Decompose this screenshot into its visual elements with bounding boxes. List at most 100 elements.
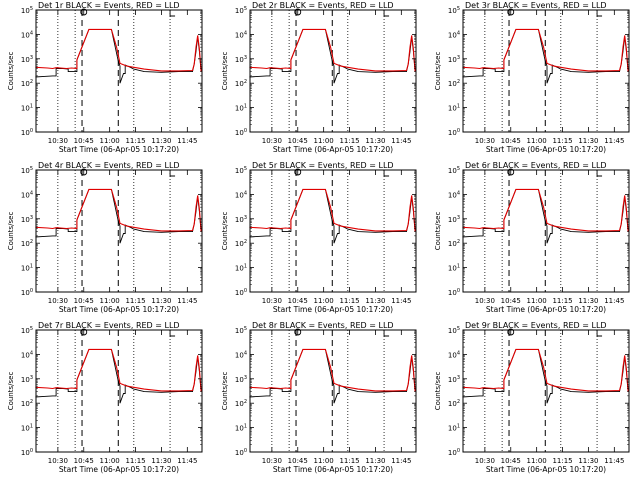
y-tick-label: 103 (448, 215, 460, 224)
x-tick-label: 11:30 (151, 297, 171, 305)
y-axis-label: Counts/sec (7, 212, 15, 251)
series-line-lld (35, 348, 202, 392)
x-tick-label: 10:30 (262, 137, 282, 145)
x-axis-label: Start Time (06-Apr-05 10:17:20) (273, 145, 393, 154)
y-tick-label: 101 (235, 104, 247, 113)
x-tick-label: 11:00 (527, 137, 547, 145)
y-tick-label: 101 (448, 264, 460, 273)
y-tick-label: 105 (448, 326, 460, 335)
x-tick-label: 11:00 (100, 137, 120, 145)
y-tick-label: 101 (448, 424, 460, 433)
panel-title: Det 3r BLACK = Events, RED = LLD (465, 1, 607, 10)
x-tick-label: 10:30 (262, 297, 282, 305)
y-tick-label: 105 (448, 166, 460, 175)
plot-frame (462, 329, 630, 453)
y-tick-label: 105 (21, 6, 33, 15)
circle-marker (80, 168, 88, 176)
y-tick-label: 104 (235, 190, 247, 199)
y-tick-label: 101 (235, 264, 247, 273)
y-tick-label: 101 (21, 264, 33, 273)
chart-panel-2r: Det 2r BLACK = Events, RED = LLD 100 101 10… (221, 1, 417, 154)
bracket-marker (596, 170, 603, 177)
y-tick-label: 104 (21, 190, 33, 199)
y-axis-label: Counts/sec (434, 212, 442, 251)
x-tick-label: 11:30 (151, 457, 171, 465)
panel-title: Det 1r BLACK = Events, RED = LLD (38, 1, 180, 10)
y-axis-label: Counts/sec (434, 52, 442, 91)
y-tick-label: 102 (448, 79, 460, 88)
y-tick-label: 102 (235, 399, 247, 408)
y-tick-label: 104 (448, 30, 460, 39)
x-tick-label: 10:30 (48, 137, 68, 145)
y-tick-label: 103 (235, 375, 247, 384)
x-tick-label: 11:15 (339, 137, 359, 145)
x-axis-label: Start Time (06-Apr-05 10:17:20) (486, 305, 606, 314)
y-tick-label: 104 (21, 30, 33, 39)
bracket-marker (383, 170, 390, 177)
bracket-marker (169, 170, 176, 177)
chart-panel-4r: Det 4r BLACK = Events, RED = LLD 100 101 10… (7, 161, 203, 314)
x-axis-label: Start Time (06-Apr-05 10:17:20) (59, 145, 179, 154)
x-axis-label: Start Time (06-Apr-05 10:17:20) (59, 305, 179, 314)
x-tick-label: 11:45 (177, 297, 197, 305)
x-tick-label: 10:45 (501, 457, 521, 465)
plot-frame (35, 169, 203, 293)
x-tick-label: 11:30 (365, 297, 385, 305)
y-tick-label: 100 (21, 128, 33, 137)
bracket-marker (596, 330, 603, 337)
y-tick-label: 100 (235, 288, 247, 297)
bracket-marker (169, 330, 176, 337)
y-tick-label: 103 (235, 215, 247, 224)
x-tick-label: 11:30 (365, 137, 385, 145)
x-tick-label: 11:00 (527, 457, 547, 465)
bracket-marker (383, 10, 390, 17)
chart-panel-9r: Det 9r BLACK = Events, RED = LLD 100 101 10… (434, 321, 630, 474)
plot-frame (462, 169, 630, 293)
y-tick-label: 105 (235, 326, 247, 335)
y-axis-label: Counts/sec (221, 52, 229, 91)
x-tick-label: 11:45 (177, 457, 197, 465)
x-tick-label: 11:00 (314, 457, 334, 465)
x-tick-label: 10:30 (48, 457, 68, 465)
y-tick-label: 102 (448, 239, 460, 248)
x-tick-label: 10:30 (262, 457, 282, 465)
y-tick-label: 105 (235, 166, 247, 175)
x-tick-label: 11:45 (604, 297, 624, 305)
x-tick-label: 11:15 (339, 297, 359, 305)
y-axis-label: Counts/sec (7, 372, 15, 411)
y-tick-label: 101 (235, 424, 247, 433)
series-line-lld (249, 28, 416, 72)
bracket-marker (383, 330, 390, 337)
x-axis-label: Start Time (06-Apr-05 10:17:20) (486, 145, 606, 154)
y-axis-label: Counts/sec (7, 52, 15, 91)
x-tick-label: 10:30 (475, 297, 495, 305)
x-tick-label: 10:45 (288, 297, 308, 305)
x-tick-label: 11:15 (552, 137, 572, 145)
circle-marker (507, 328, 515, 336)
panel-title: Det 8r BLACK = Events, RED = LLD (252, 321, 394, 330)
chart-panel-6r: Det 6r BLACK = Events, RED = LLD 100 101 10… (434, 161, 630, 314)
y-tick-label: 102 (21, 239, 33, 248)
x-tick-label: 11:30 (578, 297, 598, 305)
x-tick-label: 10:30 (475, 137, 495, 145)
y-tick-label: 100 (448, 448, 460, 457)
y-tick-label: 103 (235, 55, 247, 64)
x-tick-label: 11:15 (339, 457, 359, 465)
x-tick-label: 11:30 (365, 457, 385, 465)
x-tick-label: 10:45 (501, 137, 521, 145)
y-axis-label: Counts/sec (221, 212, 229, 251)
circle-marker (507, 168, 515, 176)
chart-panel-3r: Det 3r BLACK = Events, RED = LLD 100 101 10… (434, 1, 630, 154)
circle-marker (294, 168, 302, 176)
series-line-lld (35, 188, 202, 232)
y-tick-label: 102 (235, 79, 247, 88)
panel-title: Det 9r BLACK = Events, RED = LLD (465, 321, 607, 330)
plot-frame (35, 9, 203, 133)
series-line-lld (249, 348, 416, 392)
y-tick-label: 102 (448, 399, 460, 408)
x-tick-label: 11:15 (125, 297, 145, 305)
y-tick-label: 104 (235, 350, 247, 359)
circle-marker (507, 8, 515, 16)
plot-frame (249, 329, 417, 453)
